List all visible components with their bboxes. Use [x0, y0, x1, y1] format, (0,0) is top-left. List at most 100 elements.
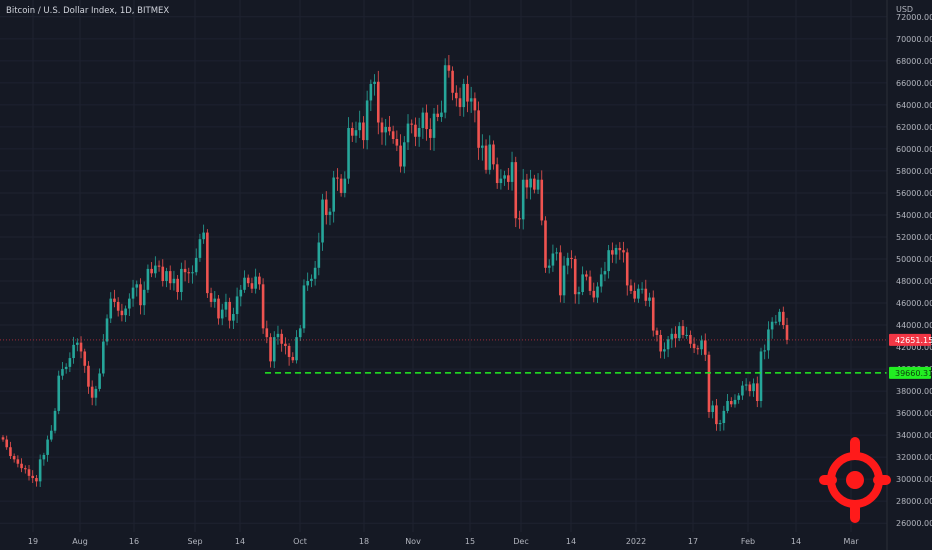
candle-body[interactable]	[573, 258, 577, 295]
candle-body[interactable]	[142, 289, 146, 306]
candle-body[interactable]	[202, 232, 205, 240]
candle-body[interactable]	[700, 340, 703, 350]
candle-body[interactable]	[265, 328, 269, 338]
candle-body[interactable]	[536, 179, 540, 190]
candle-body[interactable]	[343, 178, 347, 193]
candle-body[interactable]	[165, 271, 168, 282]
candle-body[interactable]	[503, 175, 506, 179]
candle-body[interactable]	[521, 179, 525, 220]
candle-body[interactable]	[581, 274, 584, 293]
candle-body[interactable]	[425, 112, 428, 130]
candle-body[interactable]	[469, 98, 473, 102]
candle-body[interactable]	[674, 333, 677, 339]
candle-body[interactable]	[369, 83, 373, 101]
candle-body[interactable]	[640, 288, 644, 290]
crosshair-target-icon[interactable]	[819, 437, 891, 523]
candle-body[interactable]	[596, 286, 599, 298]
candle-body[interactable]	[5, 439, 9, 448]
candle-body[interactable]	[280, 333, 283, 344]
candle-body[interactable]	[458, 98, 462, 108]
candle-body[interactable]	[525, 179, 529, 188]
candle-body[interactable]	[76, 342, 79, 345]
candle-body[interactable]	[689, 334, 692, 344]
candle-body[interactable]	[235, 296, 239, 315]
candle-body[interactable]	[514, 162, 518, 219]
candle-body[interactable]	[120, 310, 124, 316]
candle-body[interactable]	[254, 276, 257, 289]
time-axis[interactable]: 19 Aug 16 Sep 14 Oct 18 Nov 15 Dec 14 2022 17 Feb 14 Ma…	[28, 537, 859, 546]
candle-body[interactable]	[492, 144, 495, 165]
candle-body[interactable]	[618, 247, 622, 251]
candle-body[interactable]	[113, 298, 116, 302]
candle-body[interactable]	[324, 199, 328, 215]
candle-body[interactable]	[436, 113, 440, 117]
candle-body[interactable]	[633, 290, 636, 299]
candle-body[interactable]	[42, 454, 46, 460]
candle-body[interactable]	[105, 318, 109, 342]
candle-body[interactable]	[729, 401, 733, 405]
candle-body[interactable]	[347, 127, 350, 179]
candle-body[interactable]	[611, 250, 614, 255]
candle-body[interactable]	[94, 388, 98, 398]
candle-body[interactable]	[176, 278, 179, 293]
candle-body[interactable]	[391, 131, 395, 139]
candle-body[interactable]	[629, 285, 633, 291]
candle-body[interactable]	[168, 271, 172, 284]
candle-body[interactable]	[499, 178, 503, 184]
candle-body[interactable]	[161, 266, 165, 282]
candle-body[interactable]	[440, 112, 443, 117]
candle-body[interactable]	[770, 321, 774, 330]
candle-body[interactable]	[603, 271, 607, 275]
candle-body[interactable]	[243, 277, 246, 290]
candle-body[interactable]	[298, 328, 302, 338]
candle-body[interactable]	[284, 343, 287, 346]
candle-body[interactable]	[785, 325, 789, 340]
candle-body[interactable]	[98, 373, 101, 389]
candle-body[interactable]	[555, 252, 558, 254]
candle-body[interactable]	[625, 252, 629, 286]
candle-body[interactable]	[547, 265, 551, 268]
candle-body[interactable]	[388, 126, 391, 132]
candle-body[interactable]	[376, 81, 380, 123]
candle-body[interactable]	[540, 179, 544, 221]
candle-body[interactable]	[533, 178, 536, 190]
candle-body[interactable]	[737, 395, 740, 400]
candle-body[interactable]	[481, 145, 484, 148]
candle-body[interactable]	[9, 447, 12, 457]
candle-body[interactable]	[778, 311, 781, 322]
candle-body[interactable]	[102, 341, 105, 374]
candle-body[interactable]	[250, 283, 254, 289]
candle-body[interactable]	[570, 257, 573, 259]
candle-body[interactable]	[588, 276, 592, 291]
candle-body[interactable]	[295, 337, 298, 361]
candle-body[interactable]	[310, 278, 313, 282]
candle-body[interactable]	[79, 342, 83, 352]
candle-body[interactable]	[246, 277, 250, 284]
candle-body[interactable]	[644, 288, 648, 301]
candle-body[interactable]	[90, 386, 94, 398]
candle-body[interactable]	[64, 366, 68, 370]
candle-body[interactable]	[35, 478, 38, 482]
candle-body[interactable]	[477, 110, 480, 148]
candle-body[interactable]	[365, 100, 369, 141]
candle-body[interactable]	[87, 365, 90, 387]
candle-body[interactable]	[354, 130, 358, 136]
candle-body[interactable]	[692, 343, 696, 349]
candle-body[interactable]	[209, 293, 213, 302]
candle-body[interactable]	[187, 272, 191, 274]
candle-body[interactable]	[551, 253, 555, 266]
candle-body[interactable]	[380, 122, 384, 133]
candle-body[interactable]	[339, 178, 343, 193]
candle-body[interactable]	[752, 383, 755, 392]
candle-body[interactable]	[529, 178, 532, 188]
candle-body[interactable]	[157, 265, 161, 267]
candle-body[interactable]	[228, 301, 231, 321]
candle-body[interactable]	[72, 344, 75, 359]
candle-body[interactable]	[707, 354, 711, 413]
candle-body[interactable]	[154, 265, 157, 274]
candle-body[interactable]	[239, 289, 243, 297]
candle-body[interactable]	[332, 177, 335, 212]
candle-body[interactable]	[206, 232, 209, 294]
candle-body[interactable]	[637, 288, 640, 299]
candle-body[interactable]	[414, 124, 417, 137]
